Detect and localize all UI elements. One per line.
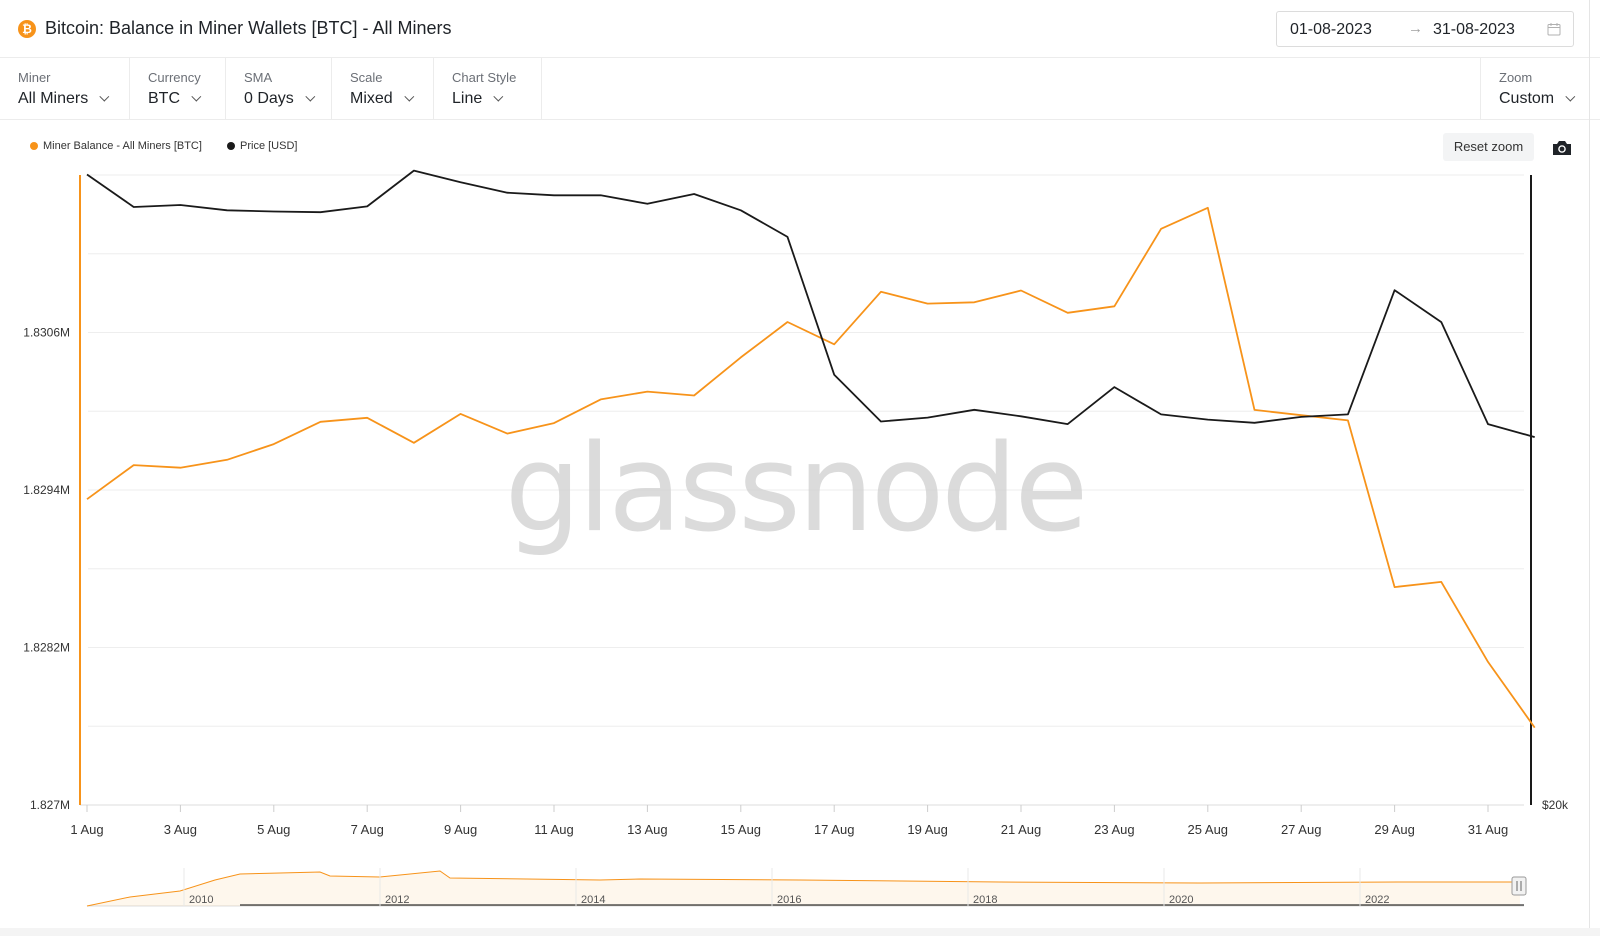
date-range-picker[interactable]: 01-08-2023 → 31-08-2023 <box>1276 11 1574 47</box>
navigator-handle[interactable] <box>1511 876 1527 896</box>
x-tick-label: 27 Aug <box>1281 822 1322 837</box>
x-tick-label: 15 Aug <box>721 822 762 837</box>
sma-value[interactable]: 0 Days <box>244 90 316 108</box>
navigator-tick-label: 2016 <box>777 894 801 906</box>
x-tick-label: 9 Aug <box>444 822 477 837</box>
navigator-tick-label: 2010 <box>189 894 213 906</box>
navigator-tick-label: 2018 <box>973 894 997 906</box>
y-tick-label-left: 1.8282M <box>23 641 70 655</box>
legend-item-balance[interactable]: Miner Balance - All Miners [BTC] <box>30 140 202 152</box>
zoom-select[interactable]: Zoom Custom <box>1480 58 1590 120</box>
page-scrollbar[interactable] <box>1589 0 1600 936</box>
miner-label: Miner <box>18 70 51 85</box>
chart-style-value[interactable]: Line <box>452 90 504 108</box>
zoom-label: Zoom <box>1499 70 1533 85</box>
chart-style-label: Chart Style <box>452 70 517 85</box>
navigator: 2010 2012 2014 2016 2018 2020 2022 <box>86 868 1527 907</box>
miner-value[interactable]: All Miners <box>18 90 110 108</box>
legend-item-price[interactable]: Price [USD] <box>227 140 297 152</box>
arrow-right-icon: → <box>1408 20 1423 37</box>
navigator-tick-label: 2022 <box>1365 894 1389 906</box>
navigator-tick-label: 2020 <box>1169 894 1193 906</box>
currency-select[interactable]: Currency BTC <box>130 58 226 120</box>
x-tick-label: 17 Aug <box>814 822 855 837</box>
glassnode-watermark: glassnode <box>505 420 1086 559</box>
legend-label-price: Price [USD] <box>240 140 298 152</box>
x-tick-label: 31 Aug <box>1468 822 1509 837</box>
series-line-miner-balance <box>86 206 1536 729</box>
sma-label: SMA <box>244 70 273 85</box>
x-tick-label: 7 Aug <box>351 822 384 837</box>
x-tick-label: 1 Aug <box>70 822 103 837</box>
chart-header: ₿ Bitcoin: Balance in Miner Wallets [BTC… <box>0 0 1600 58</box>
reset-zoom-button[interactable]: Reset zoom <box>1443 133 1534 161</box>
navigator-line <box>86 870 1520 907</box>
bitcoin-icon: ₿ <box>18 20 36 38</box>
miner-select[interactable]: Miner All Miners <box>0 58 130 120</box>
legend-label-balance: Miner Balance - All Miners [BTC] <box>43 140 202 152</box>
legend-dot <box>227 142 235 150</box>
series-line-price <box>86 169 1535 438</box>
chart-controls: Miner All Miners Currency BTC SMA 0 Days… <box>0 58 1600 120</box>
x-tick-label: 29 Aug <box>1374 822 1415 837</box>
navigator-tick-label: 2014 <box>581 894 605 906</box>
scale-select[interactable]: Scale Mixed <box>332 58 434 120</box>
x-tick-label: 23 Aug <box>1094 822 1135 837</box>
legend-dot <box>30 142 38 150</box>
x-tick-label: 5 Aug <box>257 822 290 837</box>
y-tick-label-left: 1.8294M <box>23 483 70 497</box>
y-tick-label-left: 1.8306M <box>23 326 70 340</box>
scale-value[interactable]: Mixed <box>350 90 414 108</box>
page-bottom-edge <box>0 928 1600 936</box>
scale-label: Scale <box>350 70 383 85</box>
x-tick-label: 25 Aug <box>1188 822 1229 837</box>
camera-icon[interactable] <box>1551 139 1573 157</box>
x-tick-label: 13 Aug <box>627 822 668 837</box>
chart-title: Bitcoin: Balance in Miner Wallets [BTC] … <box>45 18 452 38</box>
y-tick-label-left: 1.827M <box>30 798 70 812</box>
x-tick-label: 3 Aug <box>164 822 197 837</box>
x-tick-label: 19 Aug <box>907 822 948 837</box>
currency-label: Currency <box>148 70 201 85</box>
zoom-value[interactable]: Custom <box>1499 90 1576 108</box>
currency-value[interactable]: BTC <box>148 90 202 108</box>
calendar-icon[interactable] <box>1547 22 1561 36</box>
date-start-input[interactable]: 01-08-2023 <box>1290 21 1372 38</box>
x-tick-label: 11 Aug <box>534 822 574 837</box>
date-end-input[interactable]: 31-08-2023 <box>1433 21 1515 38</box>
chart-style-select[interactable]: Chart Style Line <box>434 58 542 120</box>
navigator-area <box>87 871 1520 906</box>
x-tick-label: 21 Aug <box>1001 822 1042 837</box>
sma-select[interactable]: SMA 0 Days <box>226 58 332 120</box>
y-tick-label-right: $20k <box>1542 798 1569 812</box>
chart-legend: Miner Balance - All Miners [BTC] Price [… <box>30 140 319 153</box>
navigator-tick-label: 2012 <box>385 894 409 906</box>
